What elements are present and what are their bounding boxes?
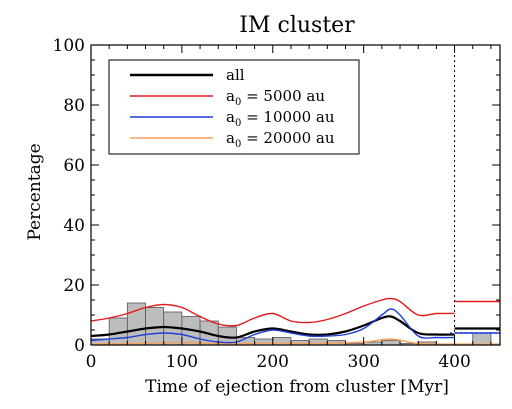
y-tick-label: 40 — [63, 216, 85, 236]
y-tick-label: 20 — [63, 276, 85, 296]
series-line — [90, 308, 455, 344]
y-tick-label: 60 — [63, 156, 85, 176]
plot-area: 0 20 40 60 80 100 0 100 200 300 400 — [53, 36, 501, 372]
series-line — [90, 315, 455, 339]
x-tick-label: 100 — [166, 352, 198, 372]
legend-label: a0 = 5000 au — [226, 87, 325, 108]
x-axis-label: Time of ejection from cluster [Myr] — [145, 377, 449, 397]
x-tick-label: 0 — [86, 352, 97, 372]
histogram-bar — [381, 340, 401, 346]
x-tick-label: 300 — [347, 352, 379, 372]
chart-title: IM cluster — [239, 13, 355, 38]
y-axis-label: Percentage — [25, 143, 45, 240]
histogram-bar — [126, 302, 146, 346]
y-tick-label: 0 — [74, 336, 85, 356]
series-line — [90, 297, 455, 327]
histogram-bar — [472, 332, 492, 346]
x-tick-label: 400 — [438, 352, 470, 372]
legend-label: a0 = 10000 au — [226, 108, 335, 129]
x-tick-label: 200 — [257, 352, 289, 372]
series-line — [90, 338, 455, 345]
legend-label: all — [226, 66, 245, 84]
y-tick-label: 80 — [63, 96, 85, 116]
legend-label: a0 = 20000 au — [226, 129, 335, 150]
y-tick-label: 100 — [53, 36, 85, 56]
